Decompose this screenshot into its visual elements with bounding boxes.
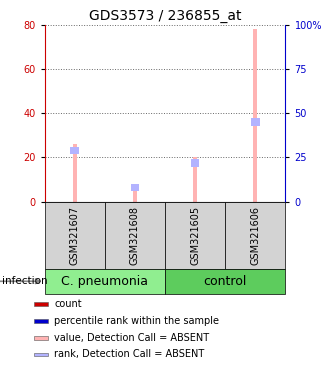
Text: count: count [54,299,82,309]
Bar [251,118,260,126]
Bar [191,159,199,167]
Bar [34,336,48,339]
Text: infection: infection [2,276,47,286]
Bar [73,144,77,202]
Bar [45,269,165,294]
Bar [253,30,257,202]
Text: GSM321607: GSM321607 [70,206,80,265]
Text: GSM321606: GSM321606 [250,206,260,265]
Bar [70,147,79,154]
Text: GSM321605: GSM321605 [190,206,200,265]
Text: value, Detection Call = ABSENT: value, Detection Call = ABSENT [54,333,209,343]
Bar [193,157,197,202]
Bar [105,202,165,269]
Bar [34,319,48,323]
Title: GDS3573 / 236855_at: GDS3573 / 236855_at [89,8,241,23]
Bar [165,202,225,269]
Bar [133,186,137,202]
Bar [45,202,105,269]
Text: C. pneumonia: C. pneumonia [61,275,148,288]
Text: rank, Detection Call = ABSENT: rank, Detection Call = ABSENT [54,349,205,359]
Bar [131,184,139,191]
Bar [34,353,48,356]
Text: GSM321608: GSM321608 [130,206,140,265]
Bar [165,269,285,294]
Text: percentile rank within the sample: percentile rank within the sample [54,316,219,326]
Bar [34,302,48,306]
Text: control: control [204,275,247,288]
Bar [225,202,285,269]
